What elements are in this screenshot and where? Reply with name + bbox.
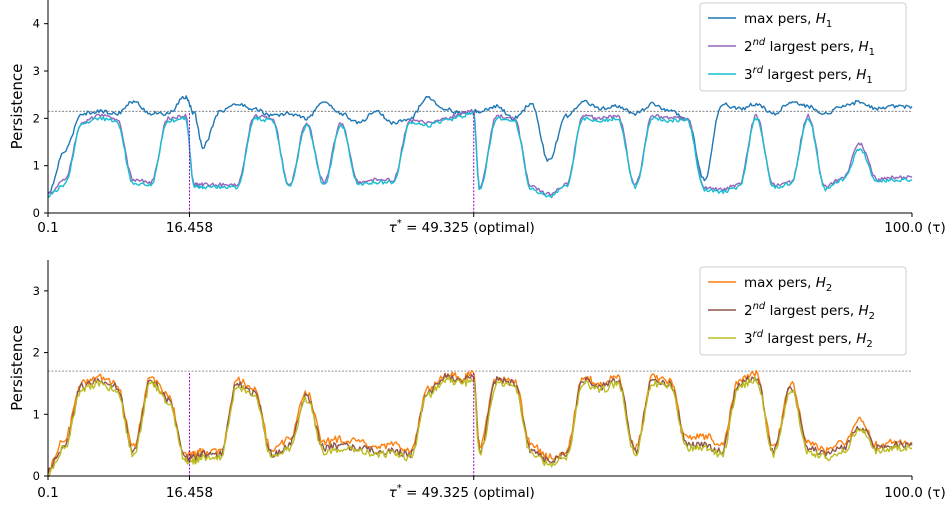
legend: max pers, H2 2nd largest pers, H2 3rd larg… (699, 266, 907, 356)
y-tick-label: 3 (33, 64, 40, 78)
y-tick-label: 1 (33, 407, 40, 421)
x-tick-label: 0.1 (37, 220, 58, 236)
legend-frame (699, 2, 907, 92)
y-tick-label: 3 (33, 284, 40, 298)
x-tick-label: 16.458 (166, 220, 213, 236)
chart-panel-2: 0 1 2 3 0.1 16.458 τ* = 49.325 (optimal) 100.0 … (8, 260, 946, 501)
y-tick-label: 0 (33, 206, 40, 220)
y-tick-label: 2 (33, 346, 40, 360)
y-tick-label: 0 (33, 469, 40, 483)
y-axis-label: Persistence (8, 325, 26, 411)
y-axis-label: Persistence (8, 64, 26, 150)
legend-label-2: 2nd largest pers, H2 (744, 301, 875, 322)
series-line-3 (47, 111, 913, 199)
x-tick-label: 0.1 (37, 485, 58, 501)
legend-label-3: 3rd largest pers, H2 (744, 329, 873, 350)
legend-frame (699, 266, 907, 356)
legend-label-3: 3rd largest pers, H1 (744, 65, 873, 86)
y-tick-label: 1 (33, 159, 40, 173)
chart-panel-1: 0 1 2 3 4 0.1 16.458 τ* = 49.325 (optimal) 100.0… (8, 0, 946, 236)
legend-label-2: 2nd largest pers, H1 (744, 37, 875, 58)
y-tick-label: 4 (33, 17, 40, 31)
series-line-1 (47, 95, 913, 195)
x-tick-label: 16.458 (166, 485, 213, 501)
legend-label-1: max pers, H2 (744, 275, 832, 294)
legend: max pers, H1 2nd largest pers, H1 3rd larg… (699, 2, 907, 92)
series-line-2 (47, 109, 913, 196)
x-tick-label: 100.0 (τ) (884, 485, 946, 501)
x-tick-label: 100.0 (τ) (884, 220, 946, 236)
x-tick-label: τ* = 49.325 (optimal) (389, 483, 535, 501)
y-tick-label: 2 (33, 111, 40, 125)
x-tick-label: τ* = 49.325 (optimal) (389, 218, 535, 236)
legend-label-1: max pers, H1 (744, 11, 832, 30)
